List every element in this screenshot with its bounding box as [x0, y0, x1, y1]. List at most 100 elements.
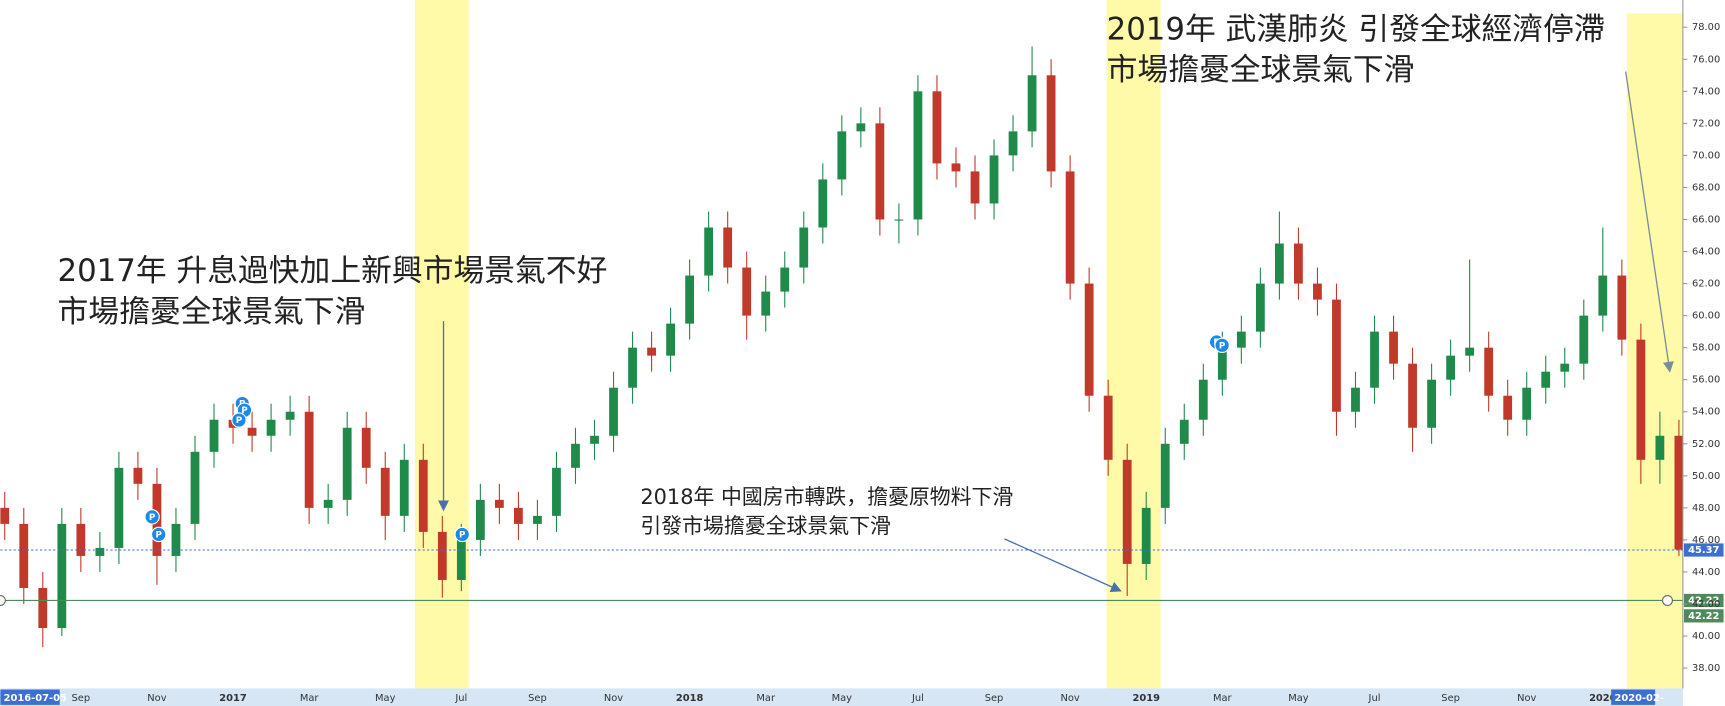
candle-body [1236, 331, 1246, 348]
candle-body [1103, 395, 1113, 460]
candle-body [1389, 331, 1398, 364]
candle-body [1255, 283, 1265, 332]
x-tick-label: Jul [911, 693, 924, 704]
candle-body [1579, 315, 1589, 364]
candle-body [323, 499, 333, 508]
candle-body [380, 467, 390, 516]
p-marker [454, 526, 470, 543]
candle-body [989, 155, 999, 204]
candle-body [266, 419, 276, 436]
price-label-box [1683, 543, 1724, 557]
arrow [1625, 71, 1674, 373]
candle-body [666, 323, 676, 356]
x-tick-label: Nov [1060, 693, 1079, 704]
candle-body [1179, 419, 1189, 444]
candle-body [799, 227, 809, 268]
y-tick-label: 74.00 [1692, 86, 1720, 97]
candle-body [894, 219, 904, 221]
arrow [1004, 538, 1122, 592]
x-tick-label: 2019 [1132, 693, 1160, 704]
candle-body [552, 467, 561, 516]
x-tick-label: Sep [528, 693, 547, 704]
candle-body [1408, 363, 1417, 428]
candle-body [361, 427, 371, 468]
candle-body [285, 411, 295, 420]
candle-body [1198, 379, 1208, 420]
annotation: 市場擔憂全球景氣下滑 [1107, 52, 1415, 88]
candle-body [1560, 363, 1570, 372]
p-marker-label: P [155, 530, 162, 540]
candle-body [1313, 283, 1322, 300]
line-end-marker [0, 594, 6, 606]
x-tick-label: 2020 [1589, 693, 1617, 704]
candle-body [1598, 275, 1608, 316]
x-tick-label: Jul [454, 693, 467, 704]
annotation: 2019年 武漢肺炎 引發全球經濟停滯 [1107, 11, 1605, 47]
y-tick-label: 40.00 [1692, 631, 1720, 642]
candle-body [1046, 75, 1056, 172]
candle-body [685, 275, 695, 324]
candle-body [95, 547, 105, 556]
candle-body [1446, 355, 1456, 380]
x-tick-label: 2020-02- [1614, 693, 1663, 704]
candle-body [932, 91, 942, 164]
candle-body [571, 443, 580, 468]
candle-body [1655, 435, 1665, 460]
x-tick-label: Mar [300, 693, 320, 704]
candle-body [342, 427, 352, 500]
price-label: 42.22 [1688, 595, 1719, 606]
candle-body [133, 467, 143, 484]
annotation: 引發市場擔憂全球景氣下滑 [640, 514, 891, 538]
x-tick-label: Mar [1213, 693, 1233, 704]
y-tick-label: 72.00 [1692, 118, 1720, 129]
p-markers: PPPPPPPP [144, 334, 1230, 543]
x-tick-label: May [375, 693, 396, 704]
x-tick-label: 2017 [219, 693, 247, 704]
candle-body [38, 587, 48, 629]
highlight-band [1106, 0, 1161, 689]
candle-body [247, 427, 257, 436]
p-marker-label: P [1219, 341, 1226, 351]
candle-body [1674, 435, 1684, 550]
y-tick-label: 56.00 [1692, 375, 1720, 386]
candle-body [114, 467, 124, 548]
x-tick-label: Nov [1517, 693, 1536, 704]
y-axis-area [1682, 0, 1725, 706]
x-tick-label: Jul [1368, 693, 1381, 704]
price-label-box [1683, 609, 1724, 623]
candle-body [1503, 395, 1513, 420]
y-tick-label: 50.00 [1692, 471, 1720, 482]
x-tick-label: 2016-07-05 [4, 693, 67, 704]
p-marker-label: P [236, 416, 243, 426]
y-tick-label: 60.00 [1692, 311, 1720, 322]
y-tick-label: 68.00 [1692, 182, 1720, 193]
candle-body [1084, 283, 1094, 396]
candle-body [970, 171, 980, 204]
price-label: 45.37 [1688, 545, 1719, 556]
candle-body [1217, 347, 1227, 380]
y-tick-label: 66.00 [1692, 214, 1720, 225]
y-tick-label: 38.00 [1692, 663, 1720, 674]
line-end-marker [1661, 594, 1673, 606]
p-marker-label: P [149, 513, 156, 523]
candle-body [171, 523, 181, 556]
candle-body [780, 267, 790, 292]
candle-body [590, 435, 599, 444]
candle-body [494, 499, 504, 508]
y-tick-label: 64.00 [1692, 247, 1720, 258]
annotation: 2017年 升息過快加上新興市場景氣不好 [58, 253, 608, 289]
y-tick-label: 44.00 [1692, 567, 1720, 578]
candle-body [1370, 331, 1379, 388]
candle-body [57, 523, 67, 629]
x-tick-label: Mar [756, 693, 776, 704]
candle-body [1065, 171, 1075, 284]
candle-body [1351, 387, 1360, 412]
candle-body [418, 459, 428, 532]
candle-body [533, 515, 542, 524]
annotation: 市場擔憂全球景氣下滑 [58, 294, 366, 330]
x-tick-label: Nov [604, 693, 623, 704]
candle-body [1617, 275, 1627, 340]
candle-body [1027, 75, 1037, 132]
